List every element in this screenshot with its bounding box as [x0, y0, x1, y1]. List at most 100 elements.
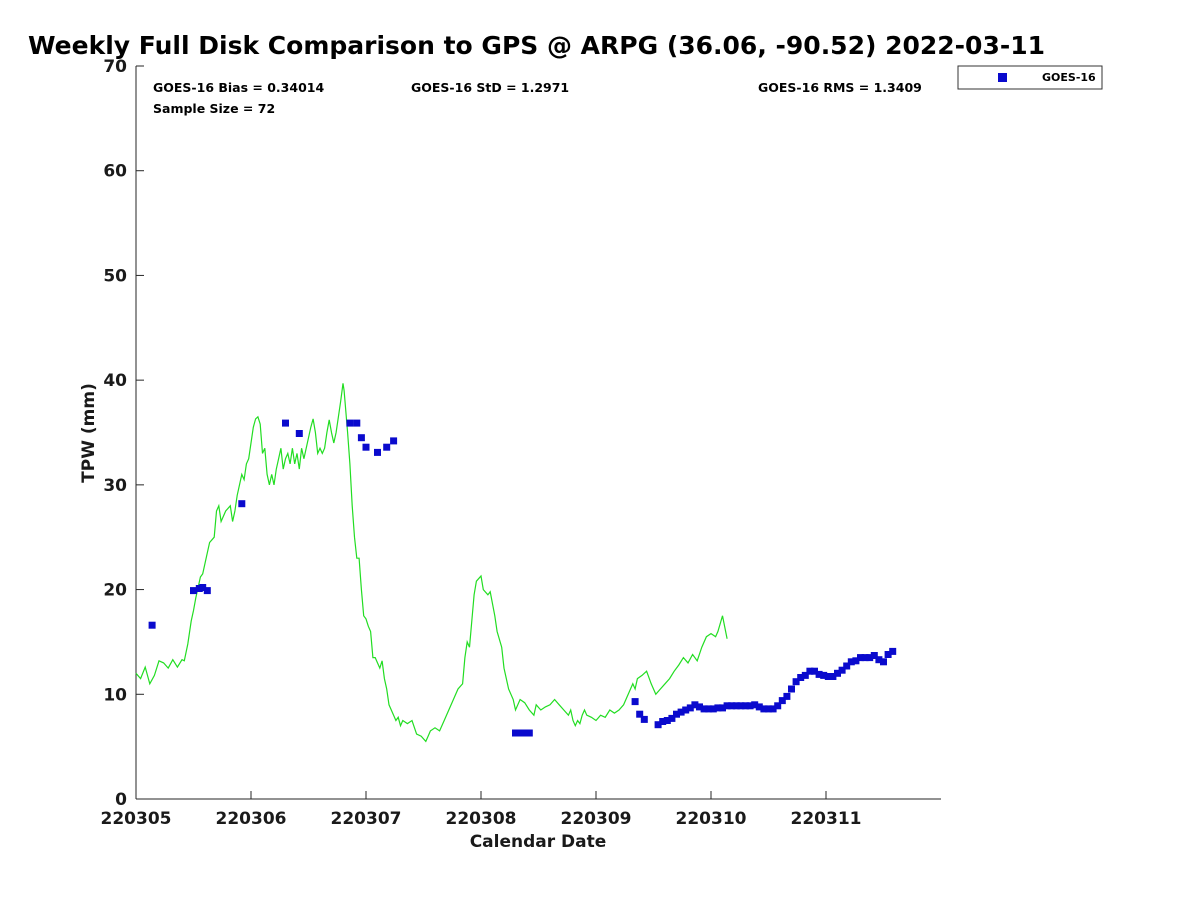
- goes-point: [884, 651, 892, 658]
- goes-point: [673, 710, 680, 718]
- legend: GOES-16: [957, 65, 1103, 90]
- stat-std: GOES-16 StD = 1.2971: [411, 80, 569, 95]
- x-tick-label: 220309: [561, 809, 632, 829]
- goes-point: [843, 662, 851, 670]
- goes-point: [783, 692, 791, 700]
- y-tick-label: 10: [103, 685, 127, 705]
- x-tick-label: 220305: [101, 809, 172, 829]
- goes-point: [870, 652, 878, 659]
- goes-point: [190, 587, 197, 595]
- goes-points-series: [148, 419, 897, 737]
- legend-marker-goes-16: [998, 73, 1007, 82]
- goes-point: [383, 443, 391, 451]
- goes-point: [774, 702, 782, 710]
- goes-point: [353, 419, 361, 427]
- goes-point: [362, 443, 370, 451]
- x-tick-label: 220306: [216, 809, 287, 829]
- y-tick-label: 70: [103, 57, 127, 77]
- x-tick-label: 220307: [331, 809, 402, 829]
- goes-point: [769, 705, 777, 713]
- goes-point: [691, 701, 699, 709]
- goes-point: [801, 671, 809, 679]
- goes-point: [203, 587, 211, 595]
- goes-point: [811, 667, 818, 675]
- gps-line: [135, 383, 728, 743]
- goes-point: [824, 673, 832, 680]
- x-tick-label: 220310: [676, 809, 747, 829]
- goes-point: [705, 705, 713, 713]
- goes-point: [788, 685, 795, 693]
- goes-point: [357, 434, 365, 442]
- goes-point: [847, 658, 855, 666]
- y-tick-label: 50: [103, 266, 127, 286]
- gps-line-series: [135, 383, 728, 743]
- goes-point: [719, 704, 726, 712]
- goes-point: [282, 419, 289, 427]
- goes-point: [792, 678, 800, 686]
- y-tick-label: 0: [115, 790, 127, 810]
- stat-rms: GOES-16 RMS = 1.3409: [758, 80, 922, 95]
- chart-title: Weekly Full Disk Comparison to GPS @ ARP…: [28, 31, 1045, 60]
- legend-box: [957, 65, 1103, 90]
- goes-point: [525, 729, 533, 737]
- goes-point: [512, 729, 519, 737]
- goes-point: [238, 500, 246, 508]
- goes-point: [852, 657, 860, 665]
- goes-point: [728, 702, 736, 710]
- axes: 0 10 20 30 40 50 60 70 220305 220306 220307 220308 2…: [101, 57, 941, 829]
- goes-point: [866, 654, 874, 662]
- x-axis-label: Calendar Date: [470, 832, 607, 852]
- goes-point: [765, 705, 772, 713]
- goes-point: [700, 705, 708, 713]
- goes-point: [861, 654, 869, 662]
- goes-point: [889, 647, 897, 655]
- goes-point: [663, 717, 671, 724]
- goes-point: [737, 702, 745, 710]
- goes-point: [820, 671, 828, 679]
- y-tick-label: 20: [103, 581, 127, 601]
- goes-point: [714, 704, 722, 712]
- goes-point: [668, 714, 676, 722]
- goes-point: [797, 674, 805, 681]
- stat-bias: GOES-16 Bias = 0.34014: [153, 80, 324, 95]
- goes-point: [199, 584, 207, 591]
- goes-point: [755, 703, 763, 711]
- goes-point: [148, 621, 156, 629]
- goes-point: [640, 715, 648, 723]
- goes-point: [760, 705, 768, 713]
- legend-label-goes-16: GOES-16: [1042, 71, 1096, 84]
- goes-point: [880, 658, 887, 666]
- goes-point: [806, 667, 814, 675]
- goes-point: [732, 702, 740, 710]
- goes-point: [295, 430, 303, 437]
- goes-point: [631, 698, 639, 706]
- goes-point: [521, 729, 529, 737]
- goes-point: [682, 706, 690, 714]
- x-tick-label: 220311: [791, 809, 862, 829]
- goes-point: [742, 702, 749, 710]
- goes-point: [746, 702, 754, 710]
- goes-point: [636, 710, 644, 718]
- goes-point: [346, 419, 354, 427]
- goes-point: [751, 701, 759, 709]
- goes-point: [723, 702, 731, 710]
- goes-point: [857, 654, 864, 662]
- stat-sample-size: Sample Size = 72: [153, 101, 275, 116]
- goes-point: [829, 673, 837, 680]
- goes-point: [677, 708, 685, 716]
- y-tick-label: 60: [103, 162, 127, 182]
- x-tick-label: 220308: [446, 809, 517, 829]
- goes-point: [838, 666, 846, 674]
- goes-point: [654, 721, 662, 729]
- goes-point: [374, 448, 381, 456]
- goes-point: [778, 697, 786, 705]
- goes-point: [709, 705, 717, 713]
- goes-point: [686, 704, 694, 712]
- goes-point: [516, 729, 524, 737]
- goes-point: [815, 670, 823, 678]
- y-axis-label: TPW (mm): [79, 383, 99, 483]
- goes-point: [390, 437, 398, 445]
- y-tick-label: 40: [103, 371, 127, 391]
- goes-point: [875, 656, 883, 664]
